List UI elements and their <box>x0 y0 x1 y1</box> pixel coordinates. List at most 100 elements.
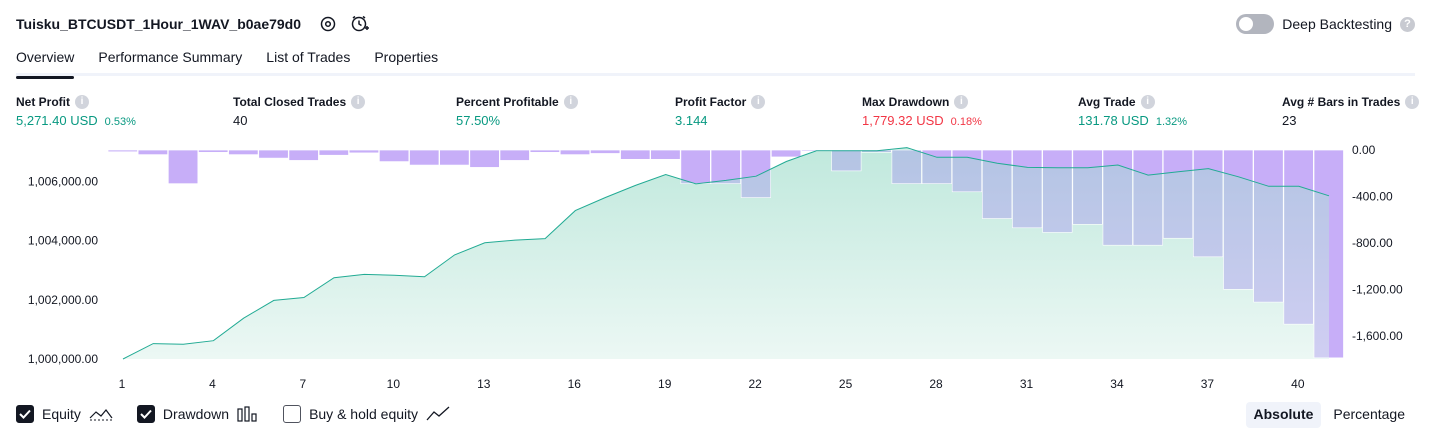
drawdown-bar-overlay <box>198 149 229 153</box>
add-alert-clock-icon[interactable] <box>349 13 371 35</box>
info-icon[interactable]: i <box>1405 94 1420 109</box>
display-mode-switch: Absolute Percentage <box>1245 402 1414 428</box>
equity-drawdown-chart[interactable]: 1,000,000.00 1,002,000.00 1,004,000.00 1,00… <box>0 140 1431 400</box>
x-tick-label: 19 <box>658 377 672 391</box>
drawdown-bar <box>168 149 199 184</box>
y-right-tick-label: -1,600.00 <box>1352 329 1403 343</box>
drawdown-bar-overlay <box>469 149 500 168</box>
y-left-tick-label: 1,002,000.00 <box>28 293 98 307</box>
percentage-button[interactable]: Percentage <box>1333 406 1405 422</box>
tab-performance-summary[interactable]: Performance Summary <box>98 49 243 65</box>
y-right-tick-label: -400.00 <box>1352 189 1393 203</box>
drawdown-bar-overlay <box>982 149 1013 219</box>
tab-list-of-trades[interactable]: List of Trades <box>266 49 351 65</box>
drawdown-bar-overlay <box>1042 149 1073 233</box>
strategy-title: Tuisku_BTCUSDT_1Hour_1WAV_b0ae79d0 <box>16 16 302 32</box>
x-tick-label: 25 <box>839 377 853 391</box>
metric-value: 3.144 <box>675 113 708 128</box>
metric-max-drawdown: Max Drawdown i 1,779.32 USD 0.18% <box>862 94 982 128</box>
legend-equity[interactable]: Equity <box>16 405 113 423</box>
drawdown-bar-overlay <box>1162 149 1194 239</box>
drawdown-bar-overlay <box>1193 149 1224 258</box>
drawdown-bar-overlay <box>1223 149 1254 290</box>
chart-legend: Equity Drawdown Buy & hold equity <box>16 404 460 424</box>
metric-percent: 0.18% <box>950 116 982 128</box>
drawdown-bar-overlay <box>318 149 349 156</box>
x-tick-label: 37 <box>1201 377 1215 391</box>
tab-overview[interactable]: Overview <box>16 46 75 79</box>
drawdown-checkbox[interactable] <box>136 405 155 423</box>
metric-percent-profitable: Percent Profitable i 57.50% <box>456 94 578 128</box>
metric-label: Max Drawdown <box>862 94 950 109</box>
x-tick-label: 40 <box>1291 377 1305 391</box>
info-icon[interactable]: i <box>351 94 366 109</box>
metric-value: 131.78 USD <box>1078 113 1149 128</box>
x-tick-label: 4 <box>209 377 216 391</box>
drawdown-bar-overlay <box>951 149 983 193</box>
drawdown-bar-overlay <box>710 149 741 184</box>
absolute-button[interactable]: Absolute <box>1245 402 1322 428</box>
deep-backtesting-label: Deep Backtesting <box>1282 16 1392 32</box>
metric-value: 57.50% <box>456 113 501 128</box>
metric-avg-bars-in-trades: Avg # Bars in Trades i 23 <box>1282 94 1420 128</box>
settings-gear-icon[interactable] <box>317 13 339 35</box>
metric-value: 1,779.32 USD <box>862 113 944 128</box>
equity-area <box>123 147 1329 359</box>
y-right-tick-label: -1,200.00 <box>1352 282 1403 296</box>
buy-hold-label: Buy & hold equity <box>309 406 419 422</box>
info-icon[interactable]: i <box>563 94 578 109</box>
strategy-header: Tuisku_BTCUSDT_1Hour_1WAV_b0ae79d0 <box>16 12 371 36</box>
help-question-icon[interactable]: ? <box>1400 16 1415 32</box>
drawdown-bar-overlay <box>1072 149 1103 225</box>
drawdown-bar-overlay <box>680 149 711 184</box>
info-icon[interactable]: i <box>751 94 766 109</box>
drawdown-bar-overlay <box>590 149 621 154</box>
drawdown-bar-overlay <box>1102 149 1133 246</box>
drawdown-bar <box>680 149 711 184</box>
bar-chart-icon <box>237 406 257 422</box>
legend-buy-hold-equity[interactable]: Buy & hold equity <box>283 405 450 423</box>
y-left-tick-label: 1,000,000.00 <box>28 352 98 366</box>
metric-value: 40 <box>233 113 248 128</box>
y-left-tick-label: 1,004,000.00 <box>28 234 98 248</box>
equity-line <box>122 147 1330 360</box>
drawdown-bar-overlay <box>1283 149 1314 325</box>
x-tick-label: 7 <box>300 377 307 391</box>
deep-backtesting: Deep Backtesting ? <box>1236 12 1415 36</box>
drawdown-bar-overlay <box>650 149 681 160</box>
metric-label: Profit Factor <box>675 94 747 109</box>
drawdown-bar-overlay <box>529 149 560 153</box>
x-tick-label: 1 <box>119 377 126 391</box>
drawdown-bar-overlay <box>258 149 289 159</box>
info-icon[interactable]: i <box>1140 94 1155 109</box>
metric-avg-trade: Avg Trade i 131.78 USD 1.32% <box>1078 94 1187 128</box>
drawdown-bar-overlay <box>831 149 862 172</box>
metric-label: Avg # Bars in Trades <box>1282 94 1401 109</box>
drawdown-bar-overlay <box>168 149 199 184</box>
x-tick-label: 13 <box>477 377 491 391</box>
metric-net-profit: Net Profit i 5,271.40 USD 0.53% <box>16 94 136 128</box>
drawdown-bar-overlay <box>107 149 138 153</box>
drawdown-bar-overlay <box>740 149 771 198</box>
equity-checkbox[interactable] <box>16 405 34 423</box>
drawdown-bar-overlay <box>439 149 470 166</box>
drawdown-bar-overlay <box>379 149 410 162</box>
equity-line-icon <box>89 409 113 421</box>
drawdown-bar-overlay <box>1253 149 1284 303</box>
tab-properties[interactable]: Properties <box>374 49 439 65</box>
drawdown-bar-overlay <box>228 149 259 155</box>
legend-drawdown[interactable]: Drawdown <box>136 405 259 423</box>
metric-percent: 1.32% <box>1155 116 1188 128</box>
drawdown-bar-overlay <box>288 149 319 161</box>
deep-backtesting-toggle[interactable] <box>1236 14 1275 34</box>
drawdown-bar-overlay <box>137 149 168 155</box>
y-right-tick-label: 0.00 <box>1352 143 1376 157</box>
drawdown-bar-overlay <box>1012 149 1043 229</box>
info-icon[interactable]: i <box>954 94 969 109</box>
info-icon[interactable]: i <box>75 94 89 109</box>
drawdown-bar-overlay <box>770 149 802 158</box>
drawdown-bar-overlay <box>348 149 380 154</box>
x-tick-label: 16 <box>568 377 582 391</box>
buy-hold-checkbox[interactable] <box>283 405 302 423</box>
drawdown-bar-overlay <box>921 149 952 184</box>
